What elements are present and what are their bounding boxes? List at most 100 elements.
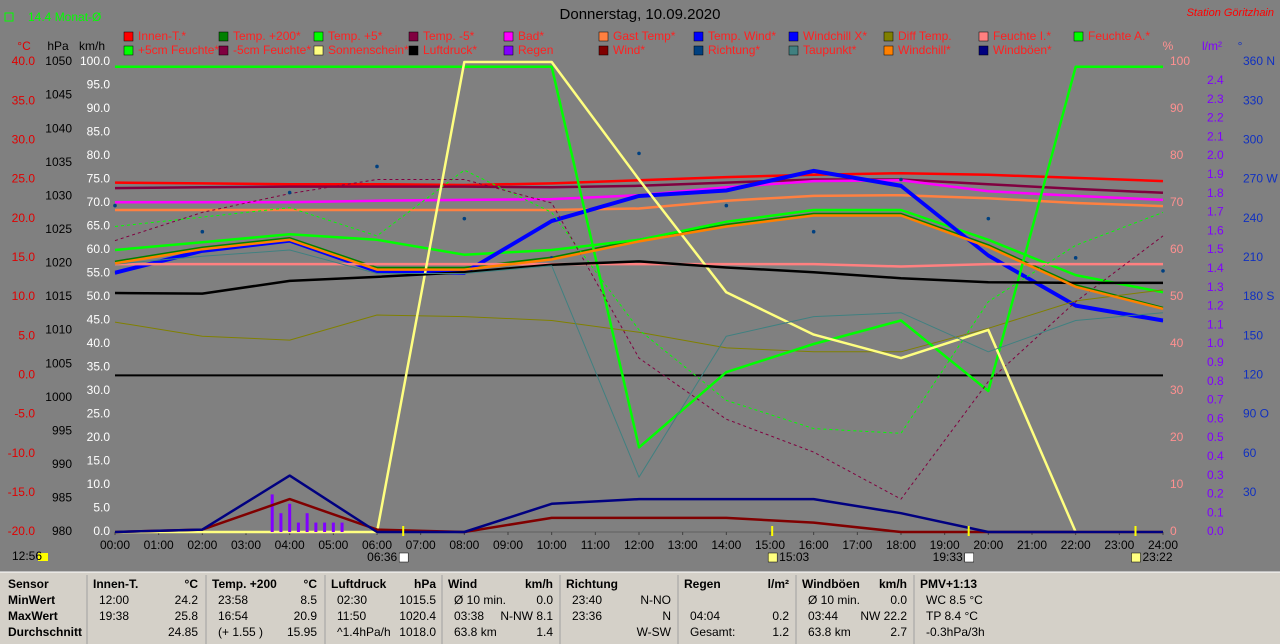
- y-tick-label: 1040: [45, 121, 72, 135]
- x-tick-label: 16:00: [799, 538, 829, 552]
- column-unit: °C: [185, 577, 199, 591]
- rain-bar: [270, 494, 274, 532]
- cell-left: 23:58: [218, 593, 248, 607]
- cell-right: 20.9: [294, 609, 318, 623]
- y-tick-label: 1035: [45, 155, 72, 169]
- y-tick-label: 985: [52, 491, 72, 505]
- rain-bar: [288, 503, 292, 532]
- legend-label: Diff Temp.: [898, 29, 952, 43]
- cell-left: 11:50: [337, 609, 366, 623]
- legend-label: Temp. +200*: [233, 29, 301, 43]
- time-icon: [38, 553, 48, 561]
- cell-right: 1.2: [772, 625, 789, 639]
- y-tick-label: 20.0: [87, 430, 111, 444]
- direction-dot: [375, 164, 379, 169]
- cell-right: N: [662, 609, 671, 623]
- y-tick-label: 2.4: [1207, 73, 1224, 87]
- y-tick-label: 85.0: [87, 125, 111, 139]
- series-line: [114, 208, 1164, 294]
- series-line: [114, 249, 1164, 478]
- column-unit: km/h: [525, 577, 553, 591]
- y-tick-label: 0.3: [1207, 468, 1224, 482]
- axis-unit: l/m²: [1202, 39, 1222, 53]
- cell-right: 2.7: [890, 625, 907, 639]
- y-tick-label: 35.0: [87, 360, 111, 374]
- column-header: Richtung: [566, 577, 618, 591]
- y-tick-label: 990: [52, 457, 72, 471]
- series-line: [114, 169, 1164, 434]
- cell-right: 0.0: [890, 593, 907, 607]
- y-tick-label: 15.0: [12, 250, 36, 264]
- column-header: Temp. +200: [212, 577, 277, 591]
- direction-dot: [811, 229, 816, 234]
- legend-label: Bad*: [518, 29, 544, 43]
- column-header: Windböen: [802, 577, 860, 591]
- column-header: Innen-T.: [93, 577, 138, 591]
- y-tick-label: 90 O: [1243, 407, 1269, 421]
- y-tick-label: 0.1: [1207, 505, 1224, 519]
- y-tick-label: 25.0: [87, 407, 111, 421]
- y-tick-label: 10.0: [12, 289, 36, 303]
- legend-swatch: [503, 31, 514, 42]
- y-tick-label: 150: [1243, 328, 1263, 342]
- y-tick-label: 360 N: [1243, 54, 1275, 68]
- y-tick-label: 20: [1170, 430, 1184, 444]
- x-tick-label: 01:00: [144, 538, 174, 552]
- legend-label: Sonnenschein*: [328, 43, 409, 57]
- y-tick-label: 0.7: [1207, 393, 1224, 407]
- legend-swatch: [218, 31, 229, 42]
- y-tick-label: -5.0: [14, 407, 35, 421]
- cell-left: Gesamt:: [690, 625, 735, 639]
- cell-right: NW 22.2: [860, 609, 907, 623]
- x-tick-label: 11:00: [581, 538, 610, 552]
- y-tick-label: 300: [1243, 133, 1263, 147]
- cell-right: 25.8: [175, 609, 199, 623]
- legend-swatch: [693, 45, 704, 56]
- legend-label: Luftdruck*: [423, 43, 477, 57]
- cell-left: 04:04: [690, 609, 720, 623]
- y-tick-label: 270 W: [1243, 172, 1278, 186]
- cell-right: 1018.0: [399, 625, 436, 639]
- marker-label: 06:36: [367, 550, 397, 564]
- y-tick-label: 1.7: [1207, 205, 1224, 219]
- x-tick-label: 06:00: [362, 538, 392, 552]
- y-tick-label: 5.0: [18, 328, 35, 342]
- y-tick-label: 1020: [45, 256, 72, 270]
- cell-right: 24.2: [175, 593, 199, 607]
- legend-label: Temp. +5*: [328, 29, 383, 43]
- series-line: [114, 170, 1164, 323]
- y-tick-label: 2.2: [1207, 111, 1224, 125]
- legend-label: Windböen*: [993, 43, 1052, 57]
- y-tick-label: 60: [1170, 242, 1184, 256]
- y-tick-label: 10.0: [87, 477, 111, 491]
- cell-right: N-NO: [640, 593, 671, 607]
- y-tick-label: 30: [1170, 383, 1184, 397]
- axis-unit: °C: [17, 39, 31, 53]
- y-tick-label: 15.0: [87, 454, 111, 468]
- cell-left: 03:38: [454, 609, 484, 623]
- y-tick-label: 90: [1170, 101, 1184, 115]
- series-line: [115, 65, 1163, 449]
- y-tick-label: 25.0: [12, 172, 36, 186]
- x-tick-label: 13:00: [668, 538, 698, 552]
- rain-bar: [314, 522, 318, 532]
- x-tick-label: 12:00: [624, 538, 654, 552]
- cell-left: TP 8.4 °C: [926, 609, 978, 623]
- axis-unit: hPa: [47, 39, 69, 53]
- y-tick-label: 0.5: [1207, 430, 1224, 444]
- cell-left: 19:38: [99, 609, 129, 623]
- cell-right: 15.95: [287, 625, 317, 639]
- y-tick-label: 75.0: [87, 172, 111, 186]
- y-tick-label: 1.4: [1207, 261, 1224, 275]
- y-tick-label: 30.0: [12, 133, 36, 147]
- cell-left: 63.8 km: [454, 625, 497, 639]
- rain-bar: [305, 513, 309, 532]
- y-tick-label: 0.4: [1207, 449, 1224, 463]
- y-tick-label: 1000: [45, 390, 72, 404]
- direction-dot: [287, 190, 292, 195]
- legend-label: Windchill*: [898, 43, 951, 57]
- column-unit: l/m²: [768, 577, 789, 591]
- month-average: 14.4 Monat-Ø: [28, 10, 101, 24]
- y-tick-label: 1005: [45, 356, 72, 370]
- cell-left: (+ 1.55 ): [218, 625, 263, 639]
